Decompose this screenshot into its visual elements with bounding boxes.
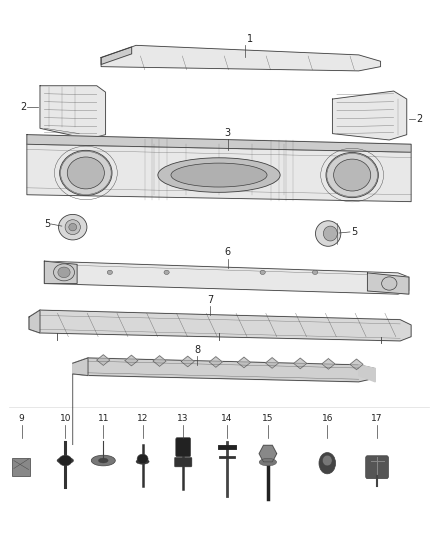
Ellipse shape: [164, 270, 169, 274]
Polygon shape: [265, 358, 279, 368]
Polygon shape: [101, 45, 381, 71]
Text: 14: 14: [221, 414, 233, 423]
Polygon shape: [367, 273, 409, 294]
Ellipse shape: [259, 458, 277, 466]
Ellipse shape: [69, 223, 77, 231]
Ellipse shape: [381, 277, 397, 290]
Polygon shape: [44, 261, 77, 284]
Polygon shape: [73, 358, 375, 382]
Polygon shape: [97, 355, 110, 366]
Ellipse shape: [53, 264, 74, 281]
Polygon shape: [27, 135, 411, 152]
Ellipse shape: [67, 157, 104, 189]
Polygon shape: [209, 357, 223, 367]
Polygon shape: [181, 356, 194, 367]
Ellipse shape: [171, 163, 267, 187]
Polygon shape: [40, 86, 106, 139]
Text: 3: 3: [225, 128, 231, 138]
Polygon shape: [259, 446, 277, 462]
Ellipse shape: [107, 270, 113, 274]
Polygon shape: [73, 358, 88, 375]
Ellipse shape: [158, 158, 280, 192]
Ellipse shape: [260, 270, 265, 274]
Text: 5: 5: [44, 219, 50, 229]
Text: 15: 15: [262, 414, 274, 423]
Ellipse shape: [91, 455, 115, 466]
Text: 2: 2: [417, 114, 423, 124]
Text: 16: 16: [321, 414, 333, 423]
Polygon shape: [359, 365, 375, 382]
Polygon shape: [44, 261, 409, 294]
Ellipse shape: [59, 214, 87, 240]
FancyBboxPatch shape: [12, 458, 30, 476]
Ellipse shape: [334, 159, 371, 191]
Text: 2: 2: [20, 102, 26, 112]
Text: 1: 1: [247, 34, 253, 44]
Text: 12: 12: [137, 414, 148, 423]
Ellipse shape: [60, 150, 112, 196]
FancyBboxPatch shape: [366, 456, 389, 479]
Ellipse shape: [319, 453, 336, 474]
Text: 13: 13: [177, 414, 189, 423]
Polygon shape: [29, 310, 40, 333]
Polygon shape: [322, 359, 335, 369]
Ellipse shape: [323, 226, 337, 241]
Ellipse shape: [136, 459, 149, 464]
Text: 6: 6: [225, 247, 231, 257]
Polygon shape: [153, 356, 166, 366]
Ellipse shape: [322, 455, 332, 466]
Ellipse shape: [326, 152, 378, 198]
Polygon shape: [125, 355, 138, 366]
FancyBboxPatch shape: [176, 438, 191, 457]
Polygon shape: [29, 310, 411, 341]
Text: 8: 8: [194, 345, 200, 355]
Ellipse shape: [65, 220, 81, 235]
Polygon shape: [27, 144, 411, 201]
Polygon shape: [294, 358, 307, 369]
Polygon shape: [350, 359, 363, 370]
Text: 17: 17: [371, 414, 383, 423]
Ellipse shape: [315, 221, 341, 246]
Text: 5: 5: [351, 227, 357, 237]
Text: 7: 7: [207, 295, 213, 305]
Ellipse shape: [58, 267, 70, 278]
Ellipse shape: [137, 454, 148, 464]
FancyBboxPatch shape: [174, 457, 192, 467]
Ellipse shape: [57, 457, 74, 464]
Ellipse shape: [312, 270, 318, 274]
Ellipse shape: [99, 458, 108, 463]
Polygon shape: [332, 91, 407, 140]
Text: 10: 10: [60, 414, 71, 423]
Polygon shape: [237, 357, 251, 368]
Polygon shape: [101, 47, 132, 64]
Text: 9: 9: [19, 414, 25, 423]
Text: 11: 11: [98, 414, 109, 423]
Ellipse shape: [59, 455, 72, 466]
